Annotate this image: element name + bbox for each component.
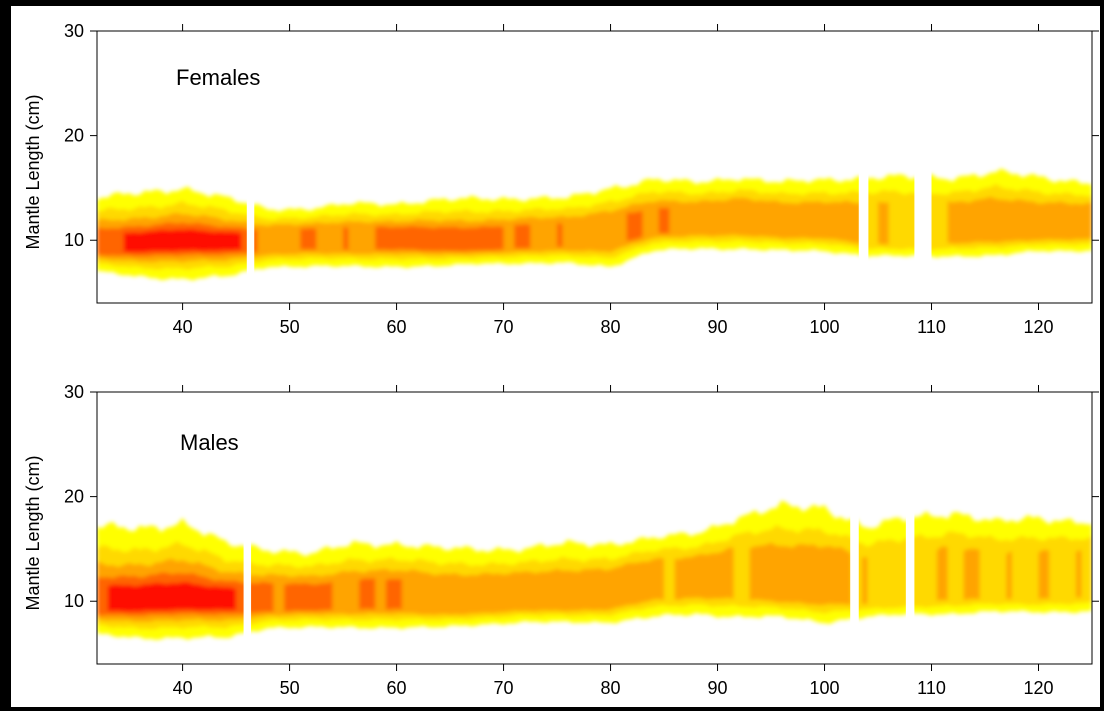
density-band-4-seg-0 [107,582,237,612]
x-tick-label-110: 110 [917,678,946,698]
males-panel: 40 50 60 70 80 90 100 110 120 10 20 30 Males Mantle… [23,382,1099,698]
x-tick-label-70: 70 [494,317,514,337]
sampling-gap-0 [243,392,252,664]
density-layers [97,168,1092,281]
density-band-3-seg-1 [300,228,317,250]
females-y-axis-label: Mantle Length (cm) [23,94,43,249]
density-band-2-seg-8 [1076,550,1082,598]
x-tick-label-120: 120 [1023,678,1053,698]
females-axes-frame [96,30,1093,304]
density-layers [97,500,1092,640]
figure-border-bottom [0,707,1104,711]
x-tick-label-80: 80 [601,678,621,698]
y-tick-label-30: 30 [64,382,84,402]
sampling-gap-1 [858,31,869,303]
density-band-2-seg-3 [862,557,868,605]
males-ticks: 40 50 60 70 80 90 100 110 120 10 20 30 [64,382,1099,698]
figure-border-left [0,0,11,711]
density-band-2-seg-1 [674,547,734,600]
figure-border-right [1100,0,1104,711]
density-band-3-seg-2 [343,227,349,251]
density-band-2-seg-5 [963,548,980,601]
density-band-2-seg-2 [749,542,852,606]
x-tick-label-70: 70 [494,678,514,698]
y-tick-label-30: 30 [64,21,84,41]
x-tick-label-40: 40 [173,678,193,698]
density-band-3-seg-1 [284,581,333,612]
density-band-3-seg-6 [557,223,563,248]
males-y-axis-label: Mantle Length (cm) [23,455,43,610]
density-band-3-seg-3 [375,225,504,252]
sampling-gap-1 [850,392,859,664]
y-tick-label-20: 20 [64,126,84,146]
x-tick-label-100: 100 [810,678,840,698]
x-tick-label-80: 80 [601,317,621,337]
males-axes-frame [96,391,1093,665]
females-density-area [97,31,1092,303]
females-panel-label: Females [176,65,260,90]
x-tick-label-40: 40 [173,317,193,337]
sampling-gap-2 [914,31,932,303]
density-band-3-seg-4 [385,579,402,610]
density-band-2-seg-3 [947,196,1092,244]
density-band-3-seg-9 [626,210,643,242]
y-tick-label-10: 10 [64,591,84,611]
x-tick-label-60: 60 [387,317,407,337]
x-tick-label-60: 60 [387,678,407,698]
females-ticks: 40 50 60 70 80 90 100 110 120 10 20 30 [64,21,1099,337]
density-band-3-seg-3 [359,578,376,610]
x-tick-label-110: 110 [917,317,946,337]
x-tick-label-50: 50 [280,317,300,337]
x-tick-label-50: 50 [280,678,300,698]
y-tick-label-10: 10 [64,230,84,250]
sampling-gap-2 [905,392,915,664]
males-panel-label: Males [180,430,239,455]
y-tick-label-20: 20 [64,487,84,507]
x-tick-label-90: 90 [708,317,728,337]
density-band-3-seg-10 [658,207,670,234]
density-band-3-seg-4 [514,224,531,249]
figure-border-top [0,0,1104,6]
density-band-4-seg-0 [123,229,242,253]
density-band-2-seg-4 [936,546,948,601]
males-density-area [97,392,1092,664]
sampling-gap-0 [246,31,255,303]
x-tick-label-90: 90 [708,678,728,698]
density-band-2-seg-7 [1038,549,1050,600]
density-band-2-seg-1 [878,201,889,245]
x-tick-label-100: 100 [810,317,840,337]
density-band-2-seg-6 [1006,551,1012,600]
females-panel: 40 50 60 70 80 90 100 110 120 10 20 30 Females Mant… [23,21,1099,337]
x-tick-label-120: 120 [1023,317,1053,337]
